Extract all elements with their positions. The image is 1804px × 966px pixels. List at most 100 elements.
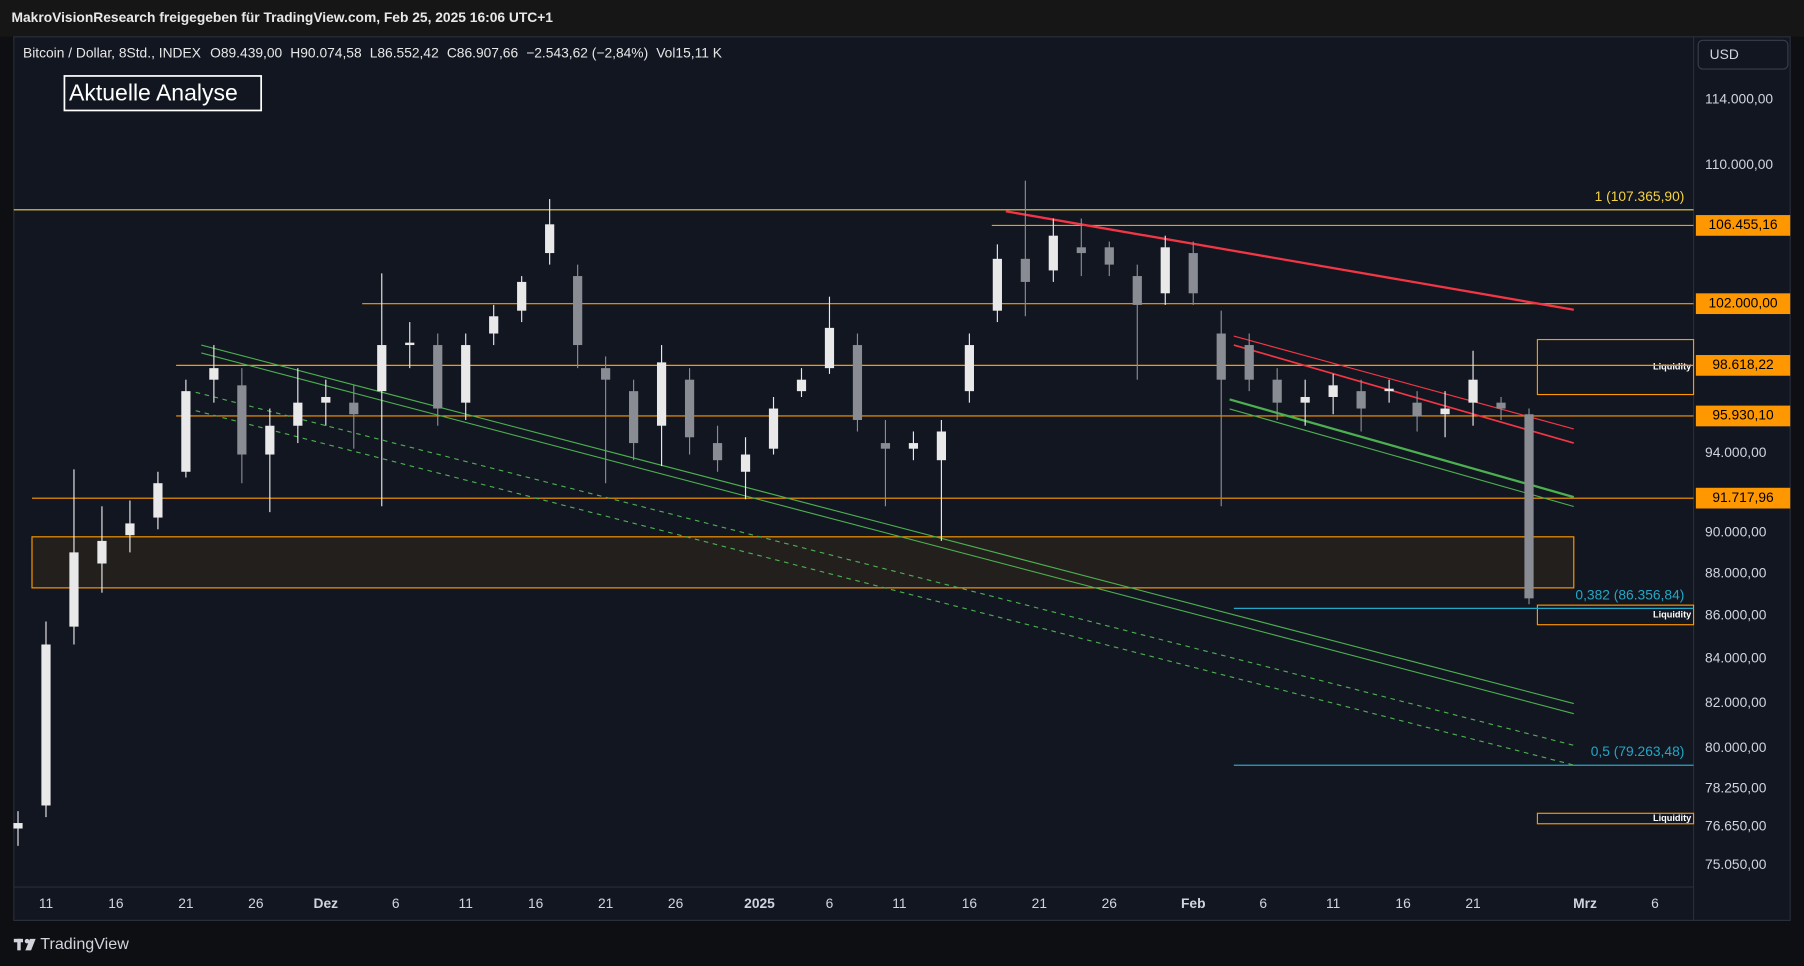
trendline (1233, 335, 1574, 430)
candle-body (1104, 247, 1114, 265)
y-tick-label: 80.000,00 (1705, 740, 1767, 755)
x-tick-label: 16 (108, 896, 124, 911)
trendline (1229, 398, 1575, 499)
trendline (195, 410, 1574, 766)
level-price-label: 91.717,96 (1712, 490, 1774, 505)
x-tick-label: Dez (314, 896, 339, 911)
candle-body (433, 345, 443, 409)
candle-body (1300, 396, 1310, 403)
candle-body (964, 345, 974, 392)
x-tick-label: 11 (39, 896, 53, 911)
candle-body (41, 644, 51, 806)
candle-body (377, 345, 387, 392)
y-tick-label: 114.000,00 (1705, 92, 1773, 107)
candle-body (796, 379, 807, 392)
candle-body (824, 327, 835, 369)
y-tick-label: 90.000,00 (1705, 524, 1767, 539)
candle-body (1328, 385, 1338, 397)
chart-title: Aktuelle Analyse (69, 79, 238, 105)
trendline (1233, 344, 1575, 444)
currency-label[interactable]: USD (1710, 47, 1739, 62)
level-price-label: 102.000,00 (1708, 295, 1777, 310)
candle-body (125, 523, 135, 536)
candle-body (1524, 414, 1534, 599)
candle-body (13, 823, 23, 829)
y-tick-label: 94.000,00 (1705, 445, 1767, 460)
zone (1536, 812, 1695, 825)
currency-button[interactable] (1697, 39, 1789, 70)
x-tick-label: 16 (962, 896, 978, 911)
trendline (201, 352, 1574, 715)
candle-body (992, 258, 1002, 311)
legend: Bitcoin / Dollar, 8Std., INDEX O89.439,00… (23, 46, 723, 61)
x-tick-label: 16 (528, 896, 544, 911)
level-price-box (1695, 405, 1791, 427)
x-tick-label: 26 (1102, 896, 1118, 911)
x-tick-label: 11 (1326, 896, 1340, 911)
candle-body (1496, 402, 1506, 409)
fib-label: 0,5 (79.263,48) (1591, 744, 1685, 759)
candle-body (349, 402, 359, 415)
candle-body (712, 443, 723, 461)
zone-label: Liquidity (1653, 361, 1692, 371)
plot: 114.000,00 110.000,00 94.000,00 90.000,00 88… (13, 92, 1791, 911)
x-tick-label: 16 (1395, 896, 1411, 911)
candle-body (936, 431, 947, 461)
candle-body (1216, 333, 1226, 380)
zone (31, 536, 1575, 589)
zone (1536, 604, 1695, 626)
candle-body (880, 443, 891, 449)
logo-part (24, 938, 30, 944)
candle-body (1132, 276, 1142, 305)
candle-body (656, 362, 667, 426)
candle-body (1440, 408, 1450, 415)
x-tick-label: 2025 (744, 896, 775, 911)
zone (1536, 338, 1695, 396)
share-line: MakroVisionResearch freigegeben für Trad… (12, 10, 554, 25)
y-tick-label: 76.650,00 (1705, 818, 1767, 833)
y-tick-label: 86.000,00 (1705, 608, 1767, 623)
candle-body (181, 391, 191, 472)
brand-logo (13, 938, 36, 951)
candle-body (209, 368, 219, 380)
x-tick-label: 6 (1259, 896, 1267, 911)
legend-item: O89.439,00 (210, 46, 282, 61)
top-bar (0, 0, 1804, 37)
candle-body (1160, 247, 1170, 294)
level-price-box (1695, 215, 1791, 236)
level-price-label: 106.455,16 (1708, 217, 1777, 232)
title-box (63, 75, 263, 112)
x-tick-label: 21 (1032, 896, 1047, 911)
y-tick-label: 84.000,00 (1705, 651, 1767, 666)
candle-body (545, 224, 555, 254)
x-tick-label: 11 (459, 896, 473, 911)
candle-body (1244, 345, 1254, 380)
candle-body (517, 281, 527, 311)
legend-item: L86.552,42 (370, 46, 439, 61)
fib-label: 1 (107.365,90) (1595, 189, 1685, 204)
x-tick-label: 26 (248, 896, 264, 911)
trendline (1229, 408, 1574, 508)
legend-item: Vol15,11 K (656, 46, 723, 61)
legend-item: −2.543,62 (−2,84%) (526, 46, 648, 61)
x-tick-label: Mrz (1573, 896, 1597, 911)
zone-label: Liquidity (1653, 609, 1692, 619)
x-tick-label: 21 (178, 896, 193, 911)
candle-body (768, 408, 779, 449)
zone-label: Liquidity (1653, 813, 1692, 823)
y-tick-label: 78.250,00 (1705, 780, 1767, 795)
candle-body (489, 316, 499, 334)
trendline (1005, 210, 1574, 311)
x-tick-label: 21 (1465, 896, 1480, 911)
candle-body (265, 425, 275, 455)
y-tick-label: 88.000,00 (1705, 566, 1767, 581)
candle-body (1384, 388, 1394, 392)
candle-body (293, 402, 303, 426)
fib-label: 0,382 (86.356,84) (1575, 587, 1684, 602)
trendline (195, 391, 1574, 746)
logo-part (25, 938, 36, 951)
candle-body (1412, 402, 1422, 417)
candle-body (908, 443, 919, 449)
